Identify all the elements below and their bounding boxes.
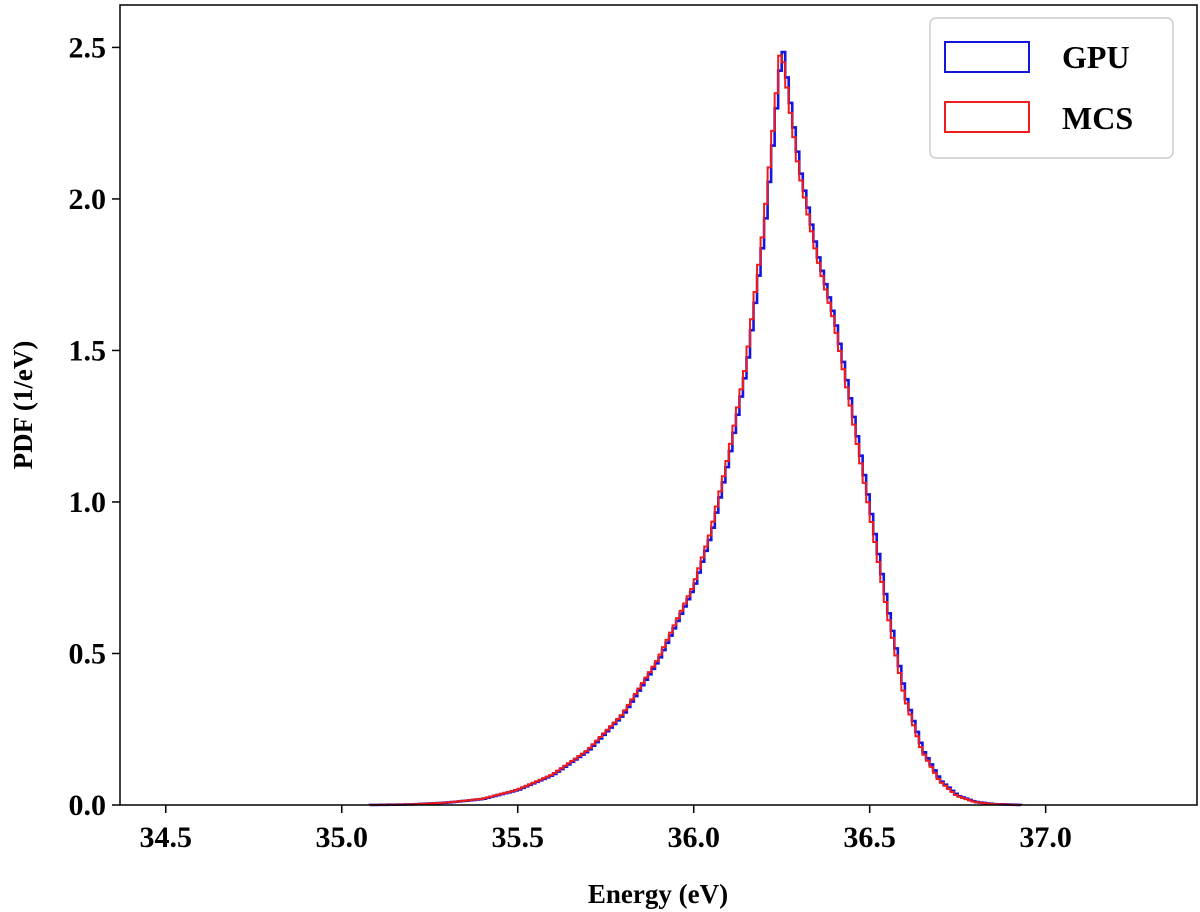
series-line-gpu bbox=[368, 50, 1023, 807]
x-tick-label: 34.5 bbox=[140, 821, 193, 854]
legend: GPU MCS bbox=[929, 17, 1174, 159]
series-line-mcs bbox=[368, 54, 1023, 806]
x-tick-label: 36.0 bbox=[667, 821, 720, 854]
legend-swatch-gpu bbox=[944, 41, 1030, 73]
x-tick-label: 35.5 bbox=[491, 821, 544, 854]
legend-label-gpu: GPU bbox=[1062, 39, 1130, 75]
x-tick-label: 36.5 bbox=[843, 821, 896, 854]
x-axis-title: Energy (eV) bbox=[588, 879, 728, 909]
y-axis-title: PDF (1/eV) bbox=[8, 341, 38, 470]
plot-frame bbox=[119, 4, 1198, 806]
legend-swatch-mcs bbox=[944, 101, 1030, 133]
y-tick-label: 1.0 bbox=[69, 486, 107, 519]
x-tick-label: 37.0 bbox=[1019, 821, 1072, 854]
y-axis-ticks: 0.0 0.5 1.0 1.5 2.0 2.5 bbox=[69, 31, 120, 822]
y-tick-label: 2.5 bbox=[69, 31, 107, 64]
x-tick-label: 35.0 bbox=[315, 821, 368, 854]
plot-lines bbox=[368, 50, 1023, 807]
x-axis-ticks: 34.5 35.0 35.5 36.0 36.5 37.0 bbox=[140, 805, 1072, 854]
legend-box bbox=[929, 17, 1174, 159]
y-tick-label: 1.5 bbox=[69, 334, 107, 367]
y-tick-label: 0.5 bbox=[69, 637, 107, 670]
y-tick-label: 0.0 bbox=[69, 789, 107, 822]
y-tick-label: 2.0 bbox=[69, 183, 107, 216]
legend-label-mcs: MCS bbox=[1062, 100, 1133, 136]
